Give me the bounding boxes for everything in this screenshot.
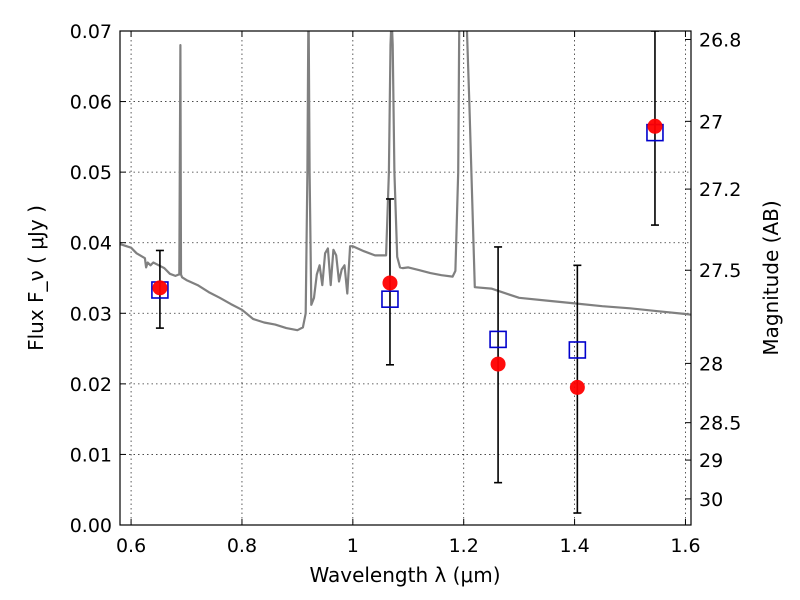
observed-flux-point [382, 275, 398, 291]
plot-area [120, 31, 691, 514]
x-tick-label: 1.2 [449, 535, 479, 557]
y-tick-label: 0.00 [70, 515, 112, 537]
observed-flux-point [152, 280, 168, 296]
plot-frame [119, 30, 692, 526]
x-tick-label: 1.6 [670, 535, 700, 557]
y2-tick-label: 27.2 [699, 179, 741, 201]
model-flux-square [568, 341, 587, 359]
observed-flux-point [490, 356, 506, 372]
axis-ticks: 0.6 0.8 1 1.2 1.4 1.6 0.00 0.01 0.02 0.03 0.04 0.05… [70, 21, 742, 557]
x-tick-label: 0.6 [116, 535, 146, 557]
model-flux-square [381, 290, 399, 308]
model-flux-square [489, 330, 507, 349]
observed-flux-point [569, 379, 585, 395]
y2-tick-label: 27 [699, 111, 723, 133]
x-tick-label: 1 [347, 535, 359, 557]
y2-tick-label: 29 [699, 450, 723, 472]
y-tick-label: 0.02 [70, 374, 112, 396]
x-axis-label: Wavelength λ (μm) [309, 563, 500, 587]
x-tick-label: 0.8 [227, 535, 257, 557]
y-tick-label: 0.01 [70, 444, 112, 466]
y-tick-label: 0.05 [70, 162, 112, 184]
y-tick-label: 0.04 [70, 233, 112, 255]
model-spectrum-line [120, 31, 691, 332]
y2-tick-label: 26.8 [699, 29, 741, 51]
y-tick-label: 0.06 [70, 92, 112, 114]
y2-axis-label: Magnitude (AB) [759, 200, 783, 355]
y2-tick-label: 28.5 [699, 413, 741, 435]
y2-tick-label: 28 [699, 353, 723, 375]
y-axis-label: Flux F_ν ( μJy ) [24, 205, 48, 351]
y-tick-label: 0.03 [70, 303, 112, 325]
y2-tick-label: 27.5 [699, 260, 741, 282]
grid [120, 30, 691, 526]
observed-flux-point [647, 118, 663, 134]
y2-tick-label: 30 [699, 489, 723, 511]
y-tick-label: 0.07 [70, 21, 112, 43]
x-tick-label: 1.4 [559, 535, 589, 557]
